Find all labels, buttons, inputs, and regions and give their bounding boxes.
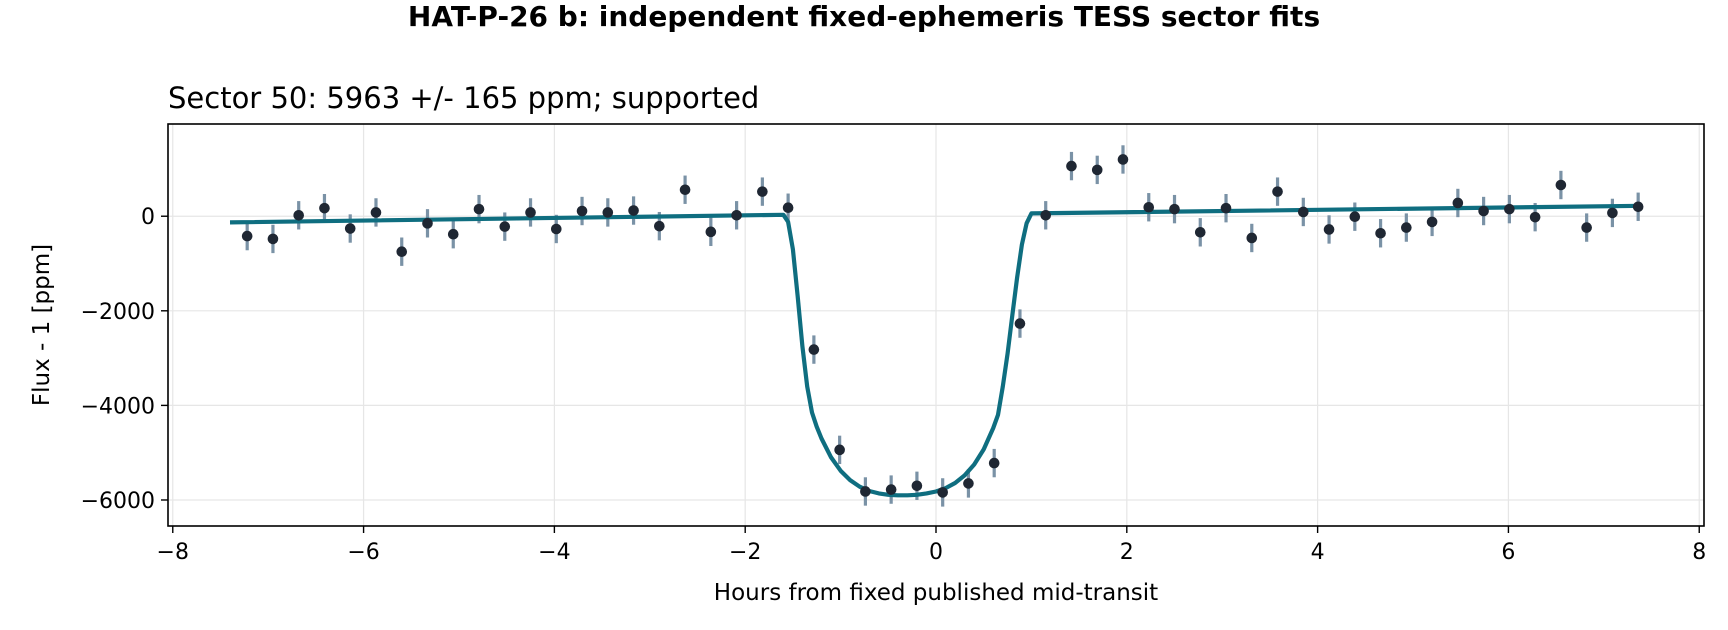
data-point <box>1581 222 1592 233</box>
data-point <box>834 444 845 456</box>
data-point <box>370 207 382 218</box>
data-point <box>757 186 768 197</box>
data-point <box>293 209 305 221</box>
data-point <box>911 480 923 492</box>
data-point-layer <box>241 154 1644 498</box>
data-point <box>550 223 562 235</box>
x-axis: −8 −6 −4 −2 0 2 4 6 8 <box>157 526 1706 565</box>
data-point <box>1298 206 1309 218</box>
data-point <box>1452 197 1464 209</box>
x-tick-label: 0 <box>929 540 943 565</box>
data-point <box>1607 207 1618 219</box>
data-point <box>963 478 974 489</box>
x-tick-label: −6 <box>347 540 379 565</box>
data-point <box>1246 232 1258 244</box>
data-point <box>988 457 1000 469</box>
data-point <box>628 205 639 216</box>
data-point <box>937 487 948 498</box>
data-point <box>1504 203 1515 215</box>
data-point <box>499 221 511 232</box>
data-point <box>1040 209 1052 221</box>
data-point <box>1401 222 1412 233</box>
x-tick-label: 4 <box>1311 540 1325 565</box>
data-point <box>576 205 588 217</box>
data-point <box>654 220 665 232</box>
x-axis-label: Hours from fixed published mid-transit <box>714 580 1158 606</box>
data-point <box>1014 318 1026 329</box>
x-tick-label: 6 <box>1501 540 1515 565</box>
y-axis: 0 −2000 −4000 −6000 <box>81 205 168 514</box>
data-point <box>1091 164 1103 176</box>
y-tick-label: −2000 <box>81 300 155 325</box>
axes-title: Sector 50: 5963 +/- 165 ppm; supported <box>168 81 759 115</box>
grid-lines <box>168 124 1704 526</box>
x-tick-label: −8 <box>157 540 189 565</box>
data-point <box>1632 201 1644 213</box>
data-point <box>319 202 330 214</box>
y-tick-label: −4000 <box>81 394 155 419</box>
data-point <box>1349 211 1361 222</box>
data-point <box>1529 211 1541 223</box>
data-point <box>1555 179 1567 191</box>
data-point <box>1066 160 1077 172</box>
data-point <box>885 484 897 495</box>
x-tick-label: −4 <box>538 540 570 565</box>
data-point <box>808 344 820 355</box>
data-point <box>422 218 433 229</box>
data-point <box>241 230 253 242</box>
transit-model-curve <box>229 203 1643 498</box>
figure-suptitle: HAT-P-26 b: independent fixed-ephemeris … <box>407 0 1321 33</box>
data-point <box>731 209 742 221</box>
data-point <box>1220 202 1232 214</box>
data-point <box>1117 154 1129 165</box>
data-point <box>782 202 794 214</box>
data-point <box>344 223 356 234</box>
data-point <box>1169 203 1180 215</box>
data-point <box>396 246 408 257</box>
data-point <box>267 233 279 245</box>
data-point <box>1272 186 1283 197</box>
data-point <box>525 207 536 218</box>
data-point <box>705 226 717 238</box>
y-tick-label: 0 <box>141 205 155 230</box>
y-tick-label: −6000 <box>81 489 155 514</box>
data-point <box>1323 224 1335 235</box>
data-point <box>1375 227 1386 239</box>
x-tick-label: 8 <box>1692 540 1706 565</box>
data-point <box>1194 227 1206 238</box>
data-point <box>1478 205 1489 217</box>
data-point <box>473 203 485 215</box>
y-axis-label: Flux - 1 [ppm] <box>29 244 55 406</box>
x-tick-label: −2 <box>729 540 761 565</box>
data-point <box>1143 201 1155 213</box>
data-point <box>447 228 459 240</box>
data-point <box>1426 216 1438 228</box>
data-point <box>679 184 691 196</box>
x-tick-label: 2 <box>1120 540 1134 565</box>
data-point <box>602 207 614 218</box>
data-point <box>860 486 871 497</box>
